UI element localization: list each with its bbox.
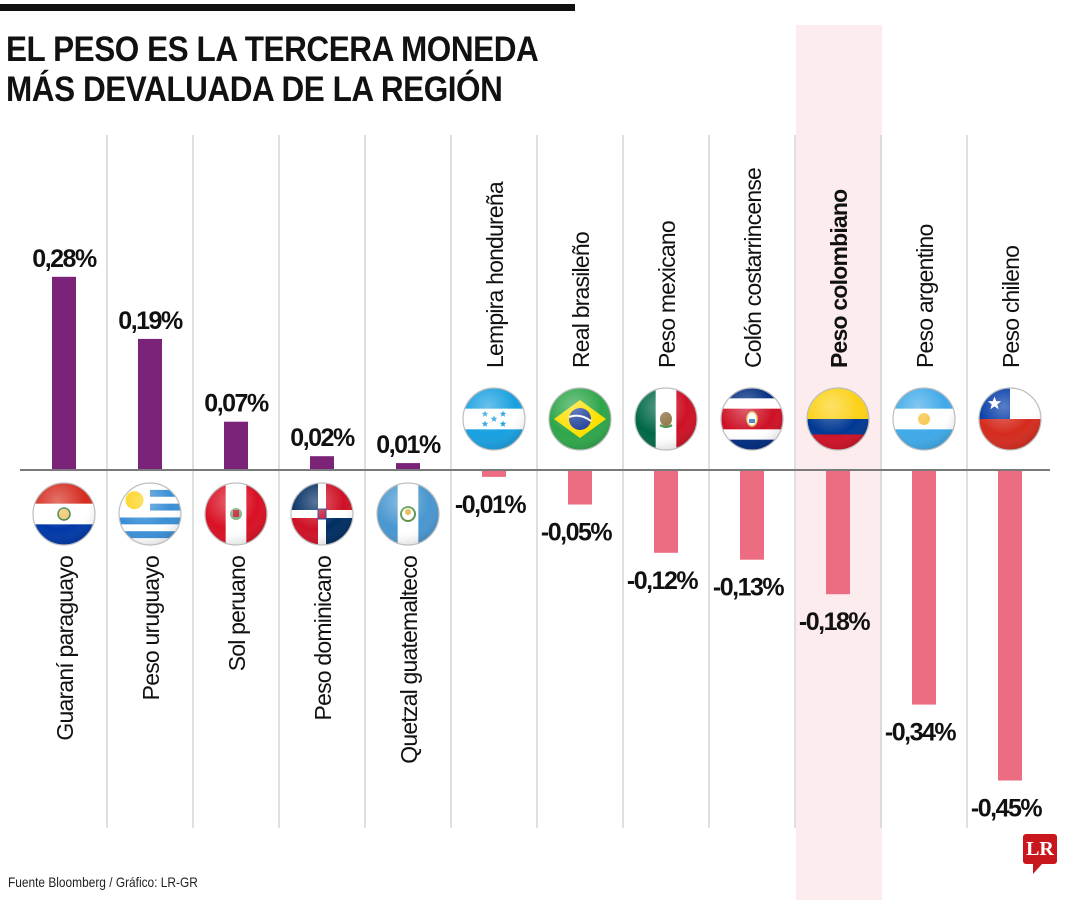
category-label: Peso argentino [912, 224, 938, 368]
chart-title: EL PESO ES LA TERCERA MONEDA MÁS DEVALUA… [6, 30, 539, 110]
data-label: -0,18% [799, 608, 870, 636]
flag-gloss [118, 482, 182, 546]
bar [912, 470, 936, 705]
data-label: -0,45% [971, 795, 1042, 823]
flag-gloss [290, 482, 354, 546]
flag-gloss [376, 482, 440, 546]
chart-title-line-2: MÁS DEVALUADA DE LA REGIÓN [6, 70, 503, 109]
category-label: Peso dominicano [310, 556, 336, 720]
title-rule [0, 4, 575, 11]
category-label: Peso uruguayo [138, 556, 164, 700]
category-label: Peso mexicano [654, 221, 680, 368]
data-label: -0,12% [627, 567, 698, 595]
category-label: Real brasileño [568, 232, 594, 368]
data-label: 0,28% [32, 245, 97, 273]
flag-gloss [720, 387, 784, 451]
data-label: -0,34% [885, 719, 956, 747]
data-label: 0,07% [204, 390, 269, 418]
data-label: -0,13% [713, 574, 784, 602]
bar [654, 470, 678, 553]
category-label: Lempira hondureña [482, 181, 508, 368]
flag-gloss [892, 387, 956, 451]
flag-gloss [548, 387, 612, 451]
category-label: Guaraní paraguayo [52, 556, 78, 741]
flag-gloss [32, 482, 96, 546]
chart-title-line-1: EL PESO ES LA TERCERA MONEDA [6, 30, 539, 69]
lr-logo: LR [1023, 834, 1057, 874]
category-label: Sol peruano [224, 556, 250, 671]
data-label: 0,19% [118, 307, 183, 335]
category-label: Colón costarrincense [740, 168, 766, 368]
category-label: Peso colombiano [826, 189, 852, 368]
bar [310, 456, 334, 470]
bar [740, 470, 764, 560]
category-label: Quetzal guatemalteco [396, 556, 422, 764]
data-label: 0,01% [376, 431, 441, 459]
data-label: -0,05% [541, 519, 612, 547]
bar [52, 276, 76, 470]
bar [224, 421, 248, 470]
category-label: Peso chileno [998, 246, 1024, 368]
flag-gloss [806, 387, 870, 451]
highlight-column [796, 25, 882, 900]
data-label: 0,02% [290, 424, 355, 452]
flag-gloss [204, 482, 268, 546]
flag-gloss [978, 387, 1042, 451]
source-note: Fuente Bloomberg / Gráfico: LR-GR [8, 874, 198, 890]
flag-gloss [634, 387, 698, 451]
data-label: -0,01% [455, 491, 526, 519]
bar [826, 470, 850, 595]
bar [138, 338, 162, 470]
bar [568, 470, 592, 505]
bar [998, 470, 1022, 781]
flag-gloss [462, 387, 526, 451]
bar [482, 470, 506, 477]
bar [396, 463, 420, 470]
